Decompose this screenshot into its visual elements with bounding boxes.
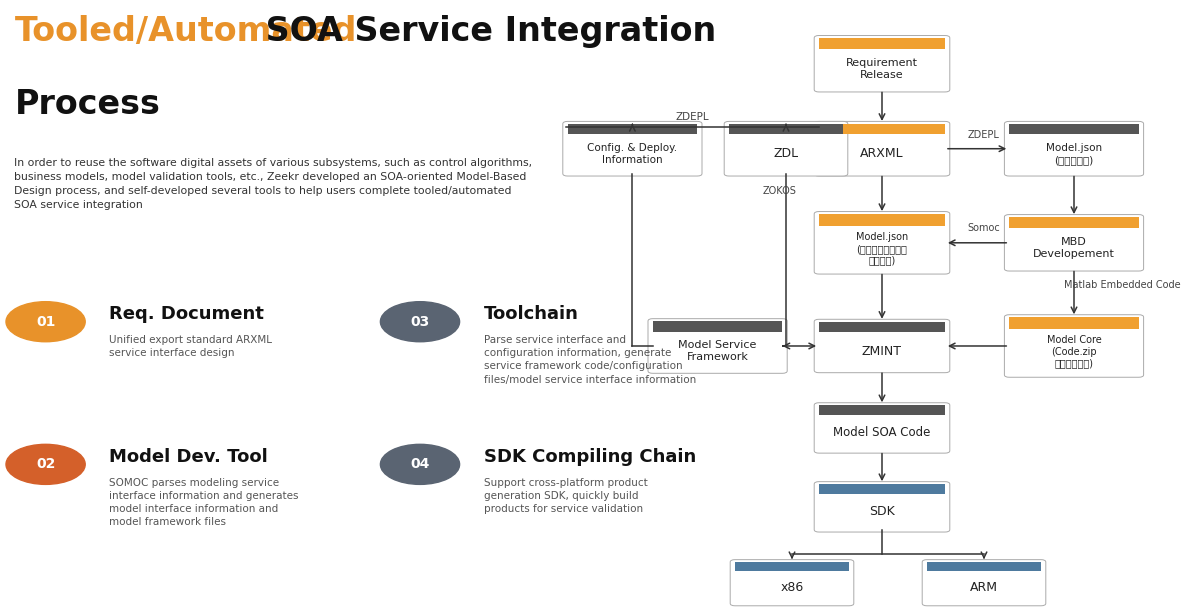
- Text: 02: 02: [36, 457, 55, 472]
- FancyBboxPatch shape: [1004, 121, 1144, 176]
- Text: Support cross-platform product
generation SDK, quickly build
products for servic: Support cross-platform product generatio…: [484, 478, 647, 514]
- Bar: [730, 124, 842, 134]
- FancyBboxPatch shape: [1004, 314, 1144, 377]
- Text: SDK: SDK: [869, 505, 895, 518]
- Circle shape: [380, 444, 460, 484]
- Text: Req. Document: Req. Document: [109, 305, 264, 324]
- Bar: [568, 124, 697, 134]
- Bar: [1009, 217, 1139, 228]
- Bar: [818, 484, 946, 493]
- FancyBboxPatch shape: [815, 212, 950, 274]
- Text: Model SOA Code: Model SOA Code: [833, 426, 931, 439]
- Bar: [818, 124, 946, 134]
- FancyBboxPatch shape: [725, 121, 848, 176]
- Text: ZMINT: ZMINT: [862, 345, 902, 358]
- Circle shape: [6, 302, 85, 342]
- Text: Process: Process: [14, 88, 161, 121]
- Text: ARXML: ARXML: [860, 148, 904, 160]
- Text: Model Dev. Tool: Model Dev. Tool: [109, 448, 268, 466]
- FancyBboxPatch shape: [730, 560, 854, 606]
- Text: SOA Service Integration: SOA Service Integration: [254, 15, 716, 48]
- Text: SOMOC parses modeling service
interface information and generates
model interfac: SOMOC parses modeling service interface …: [109, 478, 299, 527]
- FancyBboxPatch shape: [1004, 215, 1144, 271]
- Text: x86: x86: [780, 580, 804, 594]
- Bar: [818, 322, 946, 332]
- Text: SDK Compiling Chain: SDK Compiling Chain: [484, 448, 696, 466]
- Text: Model Service
Framework: Model Service Framework: [678, 341, 757, 362]
- Text: Requirement
Release: Requirement Release: [846, 58, 918, 80]
- Bar: [653, 321, 782, 331]
- Text: Unified export standard ARXML
service interface design: Unified export standard ARXML service in…: [109, 335, 272, 358]
- FancyBboxPatch shape: [815, 35, 950, 92]
- Text: ZOKOS: ZOKOS: [763, 186, 797, 195]
- FancyBboxPatch shape: [815, 403, 950, 453]
- Text: Tooled/Automated: Tooled/Automated: [14, 15, 356, 48]
- Text: 01: 01: [36, 314, 55, 329]
- FancyBboxPatch shape: [563, 121, 702, 176]
- Text: MBD
Developement: MBD Developement: [1033, 237, 1115, 259]
- Bar: [928, 562, 1042, 571]
- Text: Model.json
(包含模型与服务的
绑定信息): Model.json (包含模型与服务的 绑定信息): [856, 232, 908, 265]
- Text: ARM: ARM: [970, 580, 998, 594]
- Bar: [818, 38, 946, 49]
- Text: Model.json
(仅服务信息): Model.json (仅服务信息): [1046, 143, 1102, 164]
- Text: ZDL: ZDL: [774, 148, 798, 160]
- Text: Somoc: Somoc: [967, 223, 1001, 233]
- FancyBboxPatch shape: [815, 319, 950, 373]
- Circle shape: [380, 302, 460, 342]
- Bar: [1009, 124, 1139, 134]
- Text: 04: 04: [410, 457, 430, 472]
- Text: Model Core
(Code.zip
输出为压缩包): Model Core (Code.zip 输出为压缩包): [1046, 336, 1102, 368]
- Text: ZDEPL: ZDEPL: [676, 112, 709, 122]
- Bar: [818, 405, 946, 415]
- Bar: [818, 214, 946, 226]
- Text: In order to reuse the software digital assets of various subsystems, such as con: In order to reuse the software digital a…: [14, 158, 533, 210]
- Text: Parse service interface and
configuration information, generate
service framewor: Parse service interface and configuratio…: [484, 335, 696, 385]
- Circle shape: [6, 444, 85, 484]
- FancyBboxPatch shape: [815, 121, 950, 176]
- FancyBboxPatch shape: [815, 482, 950, 532]
- FancyBboxPatch shape: [648, 319, 787, 373]
- Text: 03: 03: [410, 314, 430, 329]
- Bar: [734, 562, 850, 571]
- Text: Matlab Embedded Code: Matlab Embedded Code: [1063, 280, 1181, 290]
- Text: Config. & Deploy.
Information: Config. & Deploy. Information: [587, 143, 678, 164]
- Bar: [1009, 317, 1139, 329]
- Text: Toolchain: Toolchain: [484, 305, 578, 324]
- FancyBboxPatch shape: [922, 560, 1046, 606]
- Text: ZDEPL: ZDEPL: [968, 130, 1000, 140]
